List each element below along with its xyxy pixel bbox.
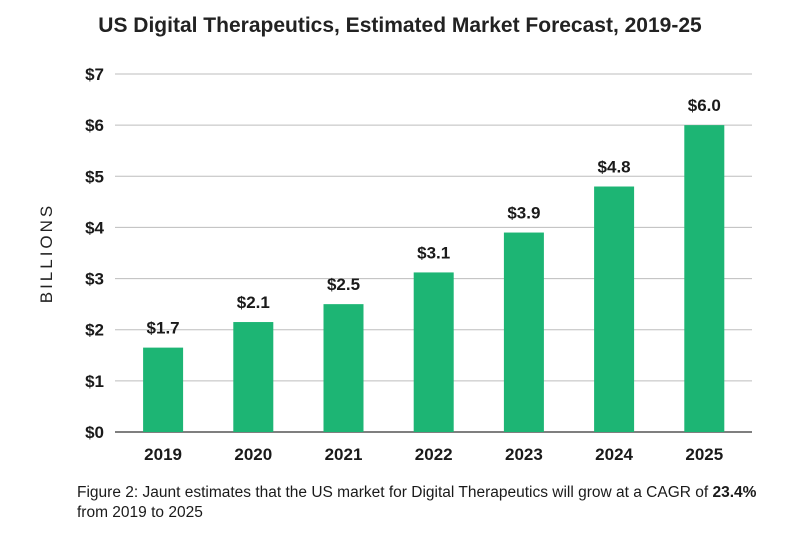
bar-chart: $0 $1 $2 $3 $4 $5 $6 $7 $1.7 $2.1 $2.5 $3.1 $3.9 $4.… <box>37 65 752 464</box>
data-label: $3.9 <box>507 204 540 223</box>
y-tick-label: $7 <box>85 65 104 84</box>
x-axis-ticks: 2019 2020 2021 2022 2023 2024 2025 <box>144 445 723 464</box>
x-tick-label: 2022 <box>415 445 453 464</box>
y-tick-label: $6 <box>85 116 104 135</box>
y-tick-label: $0 <box>85 423 104 442</box>
x-tick-label: 2024 <box>595 445 633 464</box>
bar <box>233 322 274 432</box>
caption-text-end: from 2019 to 2025 <box>77 504 203 521</box>
y-axis-ticks: $0 $1 $2 $3 $4 $5 $6 $7 <box>85 65 104 442</box>
x-tick-label: 2025 <box>685 445 723 464</box>
data-label: $4.8 <box>598 158 631 177</box>
y-tick-label: $5 <box>85 167 104 186</box>
chart-title: US Digital Therapeutics, Estimated Marke… <box>98 14 702 37</box>
bar <box>594 186 635 432</box>
bar <box>503 232 544 432</box>
x-tick-label: 2021 <box>325 445 363 464</box>
caption-cagr: 23.4% <box>712 484 757 501</box>
bar <box>143 347 184 432</box>
caption-text: Figure 2: Jaunt estimates that the US ma… <box>77 484 713 501</box>
bar <box>413 272 454 432</box>
y-tick-label: $1 <box>85 372 104 391</box>
bar <box>323 304 364 432</box>
data-labels: $1.7 $2.1 $2.5 $3.1 $3.9 $4.8 $6.0 <box>147 96 721 337</box>
y-tick-label: $4 <box>85 218 104 237</box>
y-axis-label: BILLIONS <box>37 203 56 304</box>
figure-caption: Figure 2: Jaunt estimates that the US ma… <box>77 483 767 523</box>
x-tick-label: 2019 <box>144 445 182 464</box>
data-label: $1.7 <box>147 319 180 338</box>
x-tick-label: 2023 <box>505 445 543 464</box>
bars <box>143 125 725 433</box>
data-label: $2.5 <box>327 275 360 294</box>
data-label: $3.1 <box>417 243 450 262</box>
y-tick-label: $2 <box>85 321 104 340</box>
x-tick-label: 2020 <box>234 445 272 464</box>
data-label: $2.1 <box>237 293 270 312</box>
y-tick-label: $3 <box>85 270 104 289</box>
data-label: $6.0 <box>688 96 721 115</box>
bar <box>684 125 725 433</box>
